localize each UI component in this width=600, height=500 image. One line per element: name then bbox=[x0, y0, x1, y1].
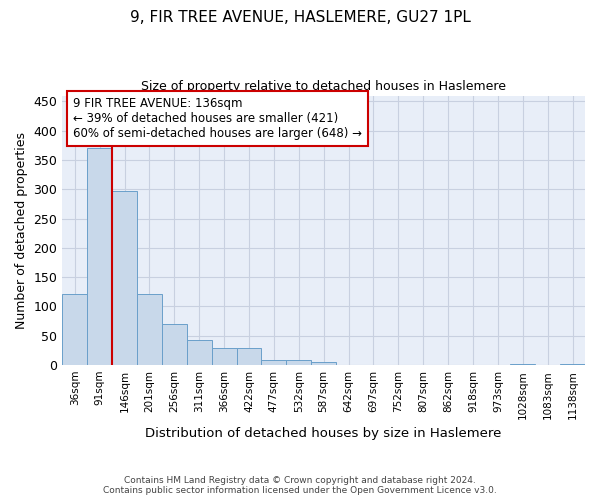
Bar bbox=[286, 360, 311, 365]
X-axis label: Distribution of detached houses by size in Haslemere: Distribution of detached houses by size … bbox=[145, 427, 502, 440]
Bar bbox=[62, 294, 87, 365]
Bar bbox=[162, 324, 187, 365]
Text: 9, FIR TREE AVENUE, HASLEMERE, GU27 1PL: 9, FIR TREE AVENUE, HASLEMERE, GU27 1PL bbox=[130, 10, 470, 25]
Bar bbox=[236, 348, 262, 365]
Bar bbox=[112, 191, 137, 365]
Title: Size of property relative to detached houses in Haslemere: Size of property relative to detached ho… bbox=[141, 80, 506, 93]
Bar bbox=[137, 294, 162, 365]
Bar bbox=[187, 340, 212, 365]
Bar bbox=[311, 362, 336, 365]
Text: Contains HM Land Registry data © Crown copyright and database right 2024.
Contai: Contains HM Land Registry data © Crown c… bbox=[103, 476, 497, 495]
Y-axis label: Number of detached properties: Number of detached properties bbox=[15, 132, 28, 329]
Bar bbox=[560, 364, 585, 365]
Bar bbox=[212, 348, 236, 365]
Bar bbox=[262, 360, 286, 365]
Bar bbox=[511, 364, 535, 365]
Bar bbox=[87, 148, 112, 365]
Text: 9 FIR TREE AVENUE: 136sqm
← 39% of detached houses are smaller (421)
60% of semi: 9 FIR TREE AVENUE: 136sqm ← 39% of detac… bbox=[73, 97, 362, 140]
